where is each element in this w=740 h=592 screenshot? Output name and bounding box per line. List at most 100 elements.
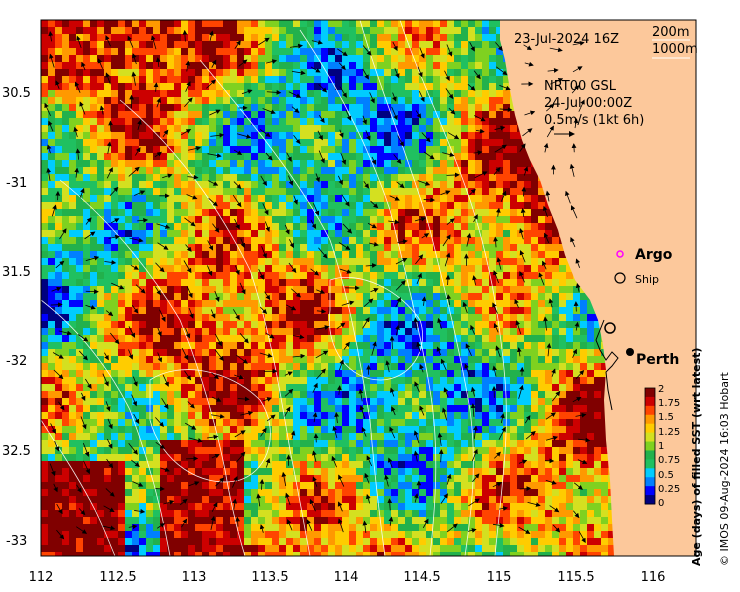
- sst-pixel: [405, 48, 412, 55]
- sst-pixel: [356, 230, 363, 237]
- sst-pixel: [188, 209, 195, 216]
- sst-pixel: [55, 223, 62, 230]
- sst-pixel: [524, 265, 531, 272]
- sst-pixel: [251, 279, 258, 286]
- sst-pixel: [76, 174, 83, 181]
- sst-pixel: [69, 174, 76, 181]
- sst-pixel: [139, 188, 146, 195]
- sst-pixel: [559, 342, 566, 349]
- sst-pixel: [279, 174, 286, 181]
- sst-pixel: [69, 328, 76, 335]
- sst-pixel: [55, 27, 62, 34]
- sst-pixel: [111, 111, 118, 118]
- sst-pixel: [209, 90, 216, 97]
- sst-pixel: [251, 286, 258, 293]
- sst-pixel: [370, 335, 377, 342]
- sst-pixel: [104, 230, 111, 237]
- sst-pixel: [489, 69, 496, 76]
- sst-pixel: [412, 363, 419, 370]
- sst-pixel: [202, 349, 209, 356]
- sst-pixel: [244, 55, 251, 62]
- sst-pixel: [461, 41, 468, 48]
- sst-pixel: [559, 244, 566, 251]
- sst-pixel: [363, 34, 370, 41]
- sst-pixel: [55, 293, 62, 300]
- sst-pixel: [223, 237, 230, 244]
- sst-pixel: [244, 363, 251, 370]
- sst-pixel: [300, 223, 307, 230]
- sst-pixel: [188, 118, 195, 125]
- sst-pixel: [356, 237, 363, 244]
- sst-pixel: [391, 244, 398, 251]
- sst-pixel: [384, 216, 391, 223]
- sst-pixel: [377, 216, 384, 223]
- sst-pixel: [356, 139, 363, 146]
- sst-pixel: [223, 167, 230, 174]
- sst-pixel: [475, 62, 482, 69]
- sst-pixel: [244, 349, 251, 356]
- sst-pixel: [370, 384, 377, 391]
- sst-pixel: [125, 216, 132, 223]
- sst-pixel: [356, 328, 363, 335]
- sst-pixel: [104, 167, 111, 174]
- sst-pixel: [265, 69, 272, 76]
- sst-pixel: [265, 83, 272, 90]
- sst-pixel: [195, 27, 202, 34]
- sst-pixel: [237, 174, 244, 181]
- sst-pixel: [538, 342, 545, 349]
- sst-pixel: [503, 223, 510, 230]
- sst-pixel: [258, 363, 265, 370]
- sst-pixel: [244, 286, 251, 293]
- sst-pixel: [139, 118, 146, 125]
- sst-pixel: [538, 321, 545, 328]
- sst-pixel: [111, 69, 118, 76]
- sst-pixel: [377, 62, 384, 69]
- sst-pixel: [419, 321, 426, 328]
- sst-pixel: [363, 104, 370, 111]
- sst-pixel: [251, 55, 258, 62]
- sst-pixel: [461, 342, 468, 349]
- sst-pixel: [258, 48, 265, 55]
- sst-pixel: [405, 300, 412, 307]
- sst-pixel: [349, 202, 356, 209]
- sst-pixel: [531, 328, 538, 335]
- sst-pixel: [440, 111, 447, 118]
- sst-pixel: [167, 377, 174, 384]
- sst-pixel: [594, 349, 601, 356]
- sst-pixel: [83, 48, 90, 55]
- sst-pixel: [412, 195, 419, 202]
- sst-pixel: [279, 27, 286, 34]
- sst-pixel: [335, 321, 342, 328]
- sst-pixel: [440, 188, 447, 195]
- sst-pixel: [279, 335, 286, 342]
- sst-pixel: [223, 286, 230, 293]
- sst-pixel: [146, 62, 153, 69]
- sst-pixel: [146, 230, 153, 237]
- sst-pixel: [426, 216, 433, 223]
- sst-pixel: [62, 300, 69, 307]
- sst-pixel: [153, 104, 160, 111]
- sst-pixel: [426, 349, 433, 356]
- sst-pixel: [97, 20, 104, 27]
- sst-pixel: [160, 111, 167, 118]
- sst-pixel: [405, 293, 412, 300]
- sst-pixel: [111, 195, 118, 202]
- sst-pixel: [552, 237, 559, 244]
- sst-pixel: [272, 216, 279, 223]
- sst-pixel: [286, 251, 293, 258]
- sst-pixel: [76, 118, 83, 125]
- sst-pixel: [398, 34, 405, 41]
- sst-pixel: [482, 300, 489, 307]
- sst-pixel: [300, 307, 307, 314]
- sst-pixel: [328, 216, 335, 223]
- sst-pixel: [405, 90, 412, 97]
- sst-pixel: [160, 335, 167, 342]
- sst-pixel: [601, 363, 608, 370]
- sst-pixel: [447, 160, 454, 167]
- sst-pixel: [426, 251, 433, 258]
- sst-pixel: [461, 111, 468, 118]
- sst-pixel: [174, 363, 181, 370]
- sst-pixel: [454, 384, 461, 391]
- sst-pixel: [174, 104, 181, 111]
- sst-pixel: [118, 237, 125, 244]
